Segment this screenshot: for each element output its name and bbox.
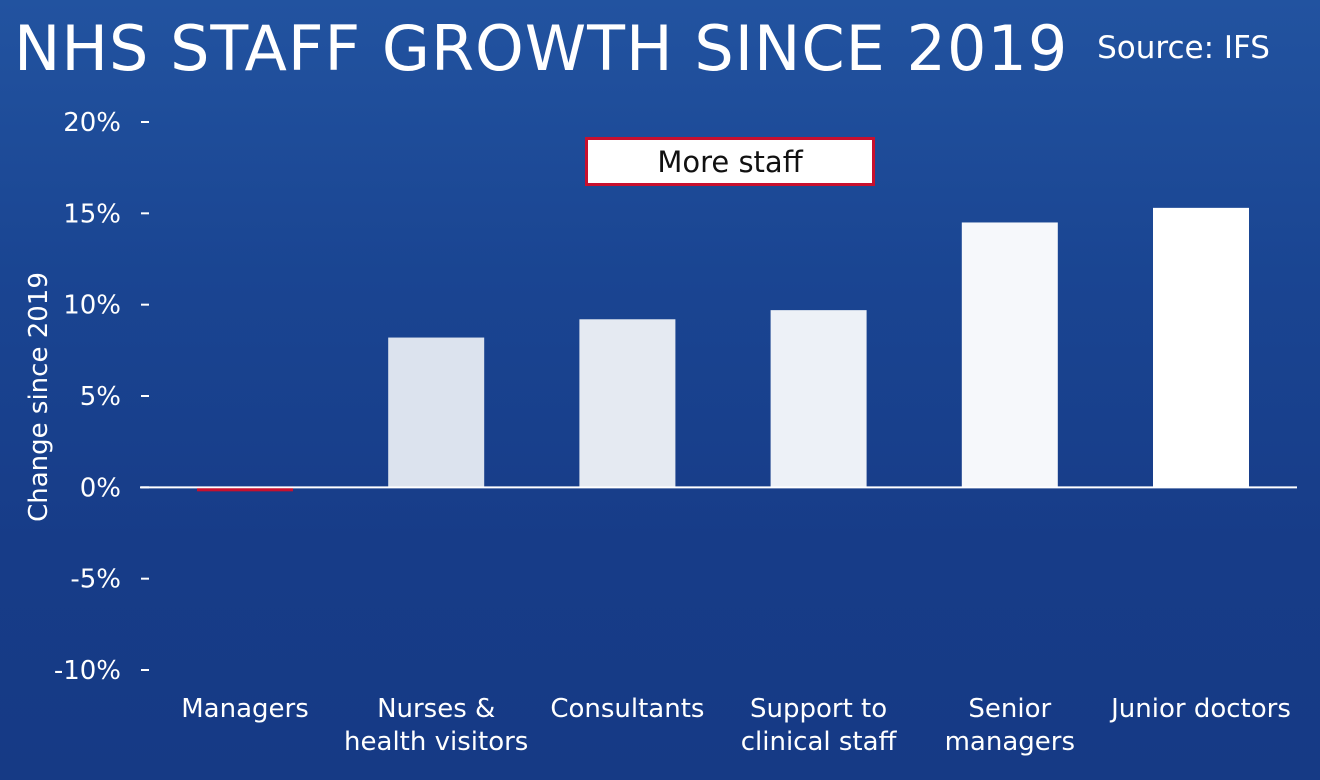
bar — [388, 337, 485, 488]
y-tick-label: 0% — [80, 473, 121, 503]
annotation-more-staff: More staff — [585, 137, 875, 186]
chart-title: NHS STAFF GROWTH SINCE 2019 — [14, 12, 1069, 85]
x-axis-labels: Managers Nurses &health visitors Consultan… — [181, 694, 1291, 757]
y-tick-label: -5% — [70, 565, 121, 595]
x-category-label: Managers — [181, 694, 309, 724]
y-tick-label: 15% — [63, 199, 121, 229]
source-label: Source: IFS — [1097, 30, 1270, 66]
x-category-label: health visitors — [344, 727, 528, 757]
bars-group — [197, 207, 1249, 491]
y-tick-label: 20% — [63, 108, 121, 138]
bar — [1153, 207, 1249, 488]
x-category-label: Senior — [968, 694, 1051, 724]
bar-negative-overlay — [197, 488, 293, 492]
x-category-label: Consultants — [550, 694, 704, 724]
y-axis: 20% 15% 10% 5% 0% -5% -10% — [54, 108, 149, 686]
x-category-label: Support to — [750, 694, 887, 724]
x-category-label: Junior doctors — [1109, 694, 1291, 724]
y-tick-label: 5% — [80, 382, 121, 412]
y-axis-title: Change since 2019 — [24, 272, 54, 522]
bar — [961, 222, 1058, 488]
x-category-label: clinical staff — [741, 727, 898, 757]
x-category-label: Nurses & — [377, 694, 495, 724]
bar — [770, 310, 867, 488]
y-tick-label: 10% — [63, 291, 121, 321]
bar — [579, 319, 676, 488]
x-category-label: managers — [945, 727, 1075, 757]
y-tick-label: -10% — [54, 656, 121, 686]
